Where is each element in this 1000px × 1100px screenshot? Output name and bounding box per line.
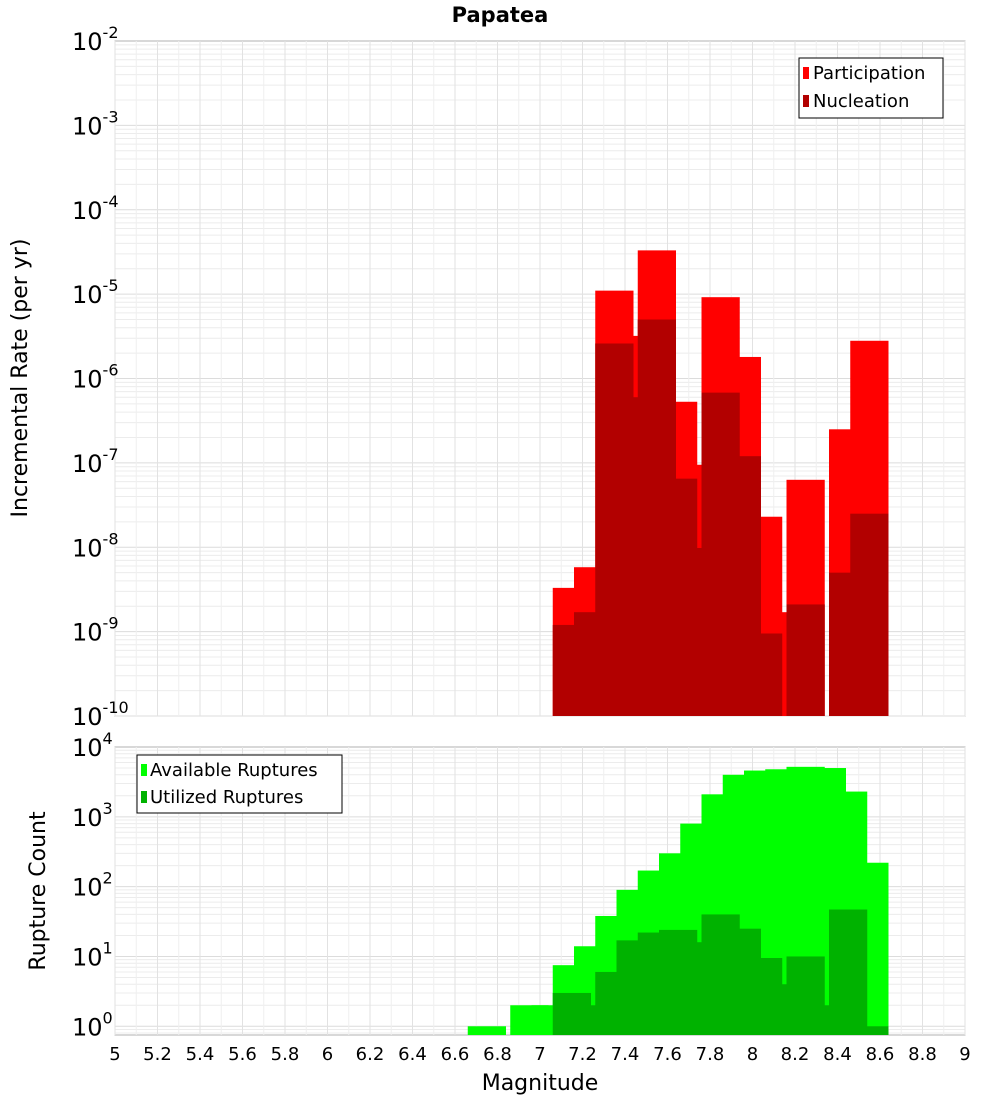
top-y-tick-label: 10-5 (72, 276, 119, 309)
x-tick-label: 6.6 (441, 1044, 470, 1065)
top-y-axis-label: Incremental Rate (per yr) (8, 239, 33, 518)
bottom-y-tick-label: 102 (72, 869, 113, 902)
legend-label-participation: Participation (813, 63, 925, 84)
top-y-tick-labels: 10-2 10-3 10-4 10-5 10-6 10-7 10-8 10-9 10-10 (72, 23, 129, 731)
x-axis-label: Magnitude (482, 1071, 599, 1096)
top-y-tick-label: 10-6 (72, 361, 119, 394)
legend-swatch-nucleation (803, 95, 809, 107)
x-tick-label: 7.4 (611, 1044, 640, 1065)
bottom-y-tick-labels: 104 103 102 101 100 (72, 729, 113, 1041)
top-bar-nucleation (786, 604, 825, 716)
x-tick-label: 7 (534, 1044, 545, 1065)
x-tick-label: 7.6 (653, 1044, 682, 1065)
x-tick-label: 8 (747, 1044, 758, 1065)
bottom-y-tick-label: 103 (72, 799, 113, 832)
legend-label-utilized: Utilized Ruptures (150, 787, 303, 808)
x-tick-label: 8.6 (866, 1044, 895, 1065)
x-tick-label: 8.8 (908, 1044, 937, 1065)
x-tick-label: 5 (109, 1044, 120, 1065)
top-y-tick-label: 10-7 (72, 445, 119, 478)
x-tick-label: 8.4 (823, 1044, 852, 1065)
x-tick-label: 6.4 (398, 1044, 427, 1065)
bottom-legend: Available Ruptures Utilized Ruptures (136, 754, 343, 814)
x-tick-label: 5.2 (143, 1044, 172, 1065)
bottom-y-tick-label: 104 (72, 729, 113, 762)
legend-swatch-available (141, 764, 147, 776)
bottom-bars (467, 766, 889, 1035)
x-tick-label: 6.2 (356, 1044, 385, 1065)
x-tick-label: 6.8 (483, 1044, 512, 1065)
top-y-tick-label: 10-2 (72, 23, 119, 56)
legend-label-nucleation: Nucleation (813, 91, 909, 112)
top-y-tick-label: 10-8 (72, 529, 119, 562)
bottom-y-tick-label: 100 (72, 1008, 113, 1041)
top-panel: 10-2 10-3 10-4 10-5 10-6 10-7 10-8 10-9 10-10 In… (8, 23, 966, 731)
top-bars (552, 250, 889, 717)
bottom-legend-box (136, 754, 343, 814)
top-bar-nucleation (744, 633, 783, 716)
top-y-tick-label: 10-10 (72, 698, 129, 731)
legend-swatch-participation (803, 67, 809, 79)
x-tick-label: 5.8 (271, 1044, 300, 1065)
x-tick-labels: 5 5.2 5.4 5.6 5.8 6 6.2 6.4 6.6 6.8 7 7.2 7.4 7.6 7.8 8… (109, 1044, 970, 1065)
legend-label-available: Available Ruptures (150, 760, 318, 781)
top-bar-nucleation (850, 513, 889, 716)
x-tick-label: 9 (959, 1044, 970, 1065)
top-y-tick-label: 10-9 (72, 614, 119, 647)
bottom-y-tick-label: 101 (72, 938, 113, 971)
x-tick-label: 5.6 (228, 1044, 257, 1065)
bottom-bar-utilized-ruptures (829, 909, 868, 1035)
x-tick-label: 8.2 (781, 1044, 810, 1065)
x-tick-label: 7.2 (568, 1044, 597, 1065)
chart-title: Papatea (452, 3, 549, 27)
x-tick-label: 7.8 (696, 1044, 725, 1065)
top-legend-box (798, 57, 944, 119)
top-y-tick-label: 10-3 (72, 107, 119, 140)
top-legend: Participation Nucleation (798, 57, 944, 119)
bottom-y-axis-label: Rupture Count (26, 811, 51, 971)
top-y-tick-label: 10-4 (72, 192, 119, 225)
bottom-bar-available-ruptures (467, 1026, 506, 1035)
x-tick-label: 6 (322, 1044, 333, 1065)
bottom-panel: 104 103 102 101 100 5 5.2 5.4 5.6 5.8 6 6.2 6.4 6.6 6… (26, 729, 971, 1096)
bottom-bar-utilized-ruptures (850, 1026, 889, 1035)
legend-swatch-utilized (141, 791, 147, 803)
x-tick-label: 5.4 (186, 1044, 215, 1065)
